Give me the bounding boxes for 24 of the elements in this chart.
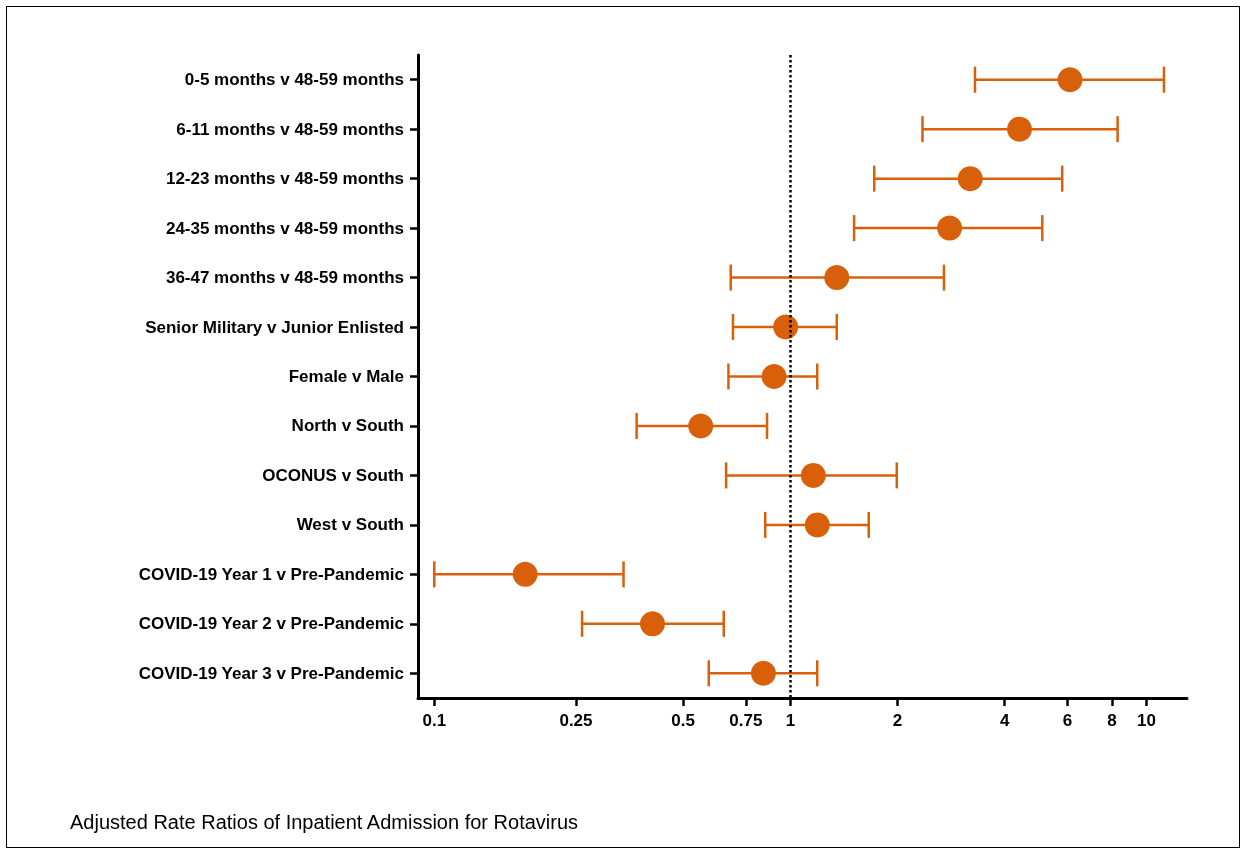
y-tick-label: 6-11 months v 48-59 months [176,119,404,139]
x-tick-label: 10 [1136,711,1156,730]
x-tick-label: 4 [1000,711,1010,730]
y-tick-label: COVID-19 Year 2 v Pre-Pandemic [138,614,404,634]
y-tick-label: OCONUS v South [262,465,404,485]
x-tick-label: 2 [892,711,903,730]
x-tick-label: 6 [1062,711,1073,730]
x-tick-label: 0.1 [422,711,447,730]
y-tick-label: 0-5 months v 48-59 months [184,70,404,90]
y-tick-label: Female v Male [288,367,404,386]
y-tick-label: 12-23 months v 48-59 months [165,169,404,189]
x-tick-label: 0.75 [729,711,763,730]
x-tick-label: 8 [1107,711,1117,730]
y-tick-label: COVID-19 Year 3 v Pre-Pandemic [138,663,404,683]
y-tick-label: 24-35 months v 48-59 months [165,218,404,238]
x-tick-label: 0.25 [559,711,593,730]
y-tick-label: Senior Military v Junior Enlisted [145,317,404,337]
y-tick-label: 36-47 months v 48-59 months [165,268,404,288]
y-tick-label: West v South [296,515,404,535]
x-tick-label: 0.5 [671,711,695,730]
text: Adjusted Rate Ratios of Inpatient Admission for Rotavirus [70,811,579,833]
x-tick-label: 1 [785,711,796,730]
y-tick-label: COVID-19 Year 1 v Pre-Pandemic [138,564,404,584]
y-tick-label: North v South [291,416,404,436]
